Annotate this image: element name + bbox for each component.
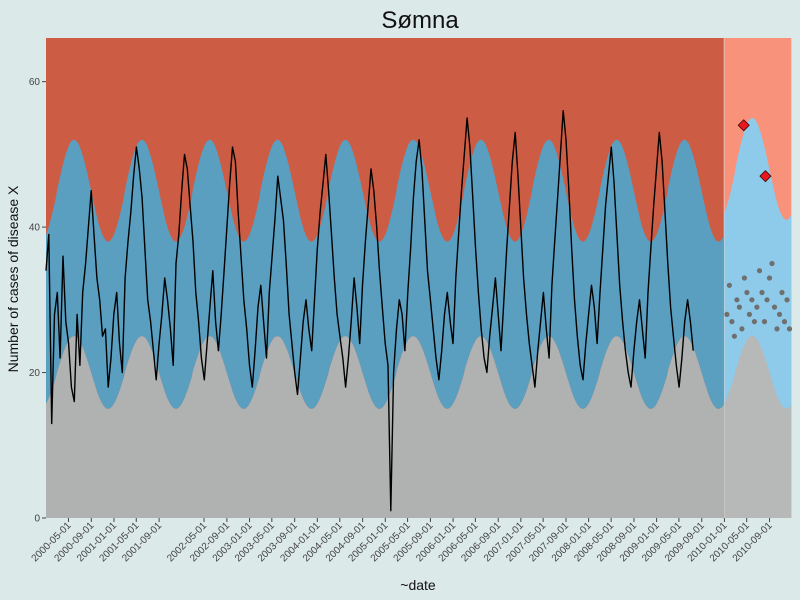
baseline-point — [749, 297, 755, 303]
y-tick-label: 60 — [29, 77, 41, 88]
chart-title: Sømna — [381, 7, 459, 34]
baseline-point — [731, 333, 738, 339]
baseline-point — [759, 289, 765, 296]
baseline-point — [771, 304, 778, 310]
baseline-point — [739, 326, 745, 332]
baseline-point — [756, 268, 763, 274]
baseline-point — [724, 311, 730, 317]
baseline-point — [774, 326, 780, 332]
baseline-point — [734, 297, 740, 303]
y-tick-label: 40 — [29, 223, 41, 234]
baseline-point — [786, 326, 793, 332]
y-tick-label: 20 — [29, 368, 41, 379]
baseline-point — [784, 297, 790, 303]
baseline-point — [746, 311, 753, 317]
band-low-historical — [46, 336, 724, 518]
baseline-point — [744, 289, 750, 296]
baseline-point — [779, 289, 785, 296]
y-tick-label: 0 — [34, 514, 40, 525]
baseline-point — [781, 319, 788, 325]
baseline-point — [736, 304, 743, 310]
band-low-forecast — [724, 336, 792, 518]
x-axis: 2000-05-012000-09-012001-01-012001-05-01… — [30, 518, 775, 564]
baseline-point — [729, 319, 735, 325]
x-axis-title: ~date — [400, 577, 436, 593]
baseline-point — [754, 304, 760, 310]
baseline-point — [769, 260, 775, 267]
band-normal-historical — [46, 139, 724, 409]
baseline-point — [766, 275, 773, 281]
alert-marker — [759, 170, 772, 183]
series-line — [45, 109, 694, 512]
y-axis: 0 20 40 60 — [29, 77, 46, 525]
baseline-point — [726, 282, 733, 288]
band-normal-forecast — [724, 118, 792, 409]
alert-marker — [737, 119, 750, 132]
baseline-point — [751, 319, 758, 325]
baseline-point — [764, 297, 770, 303]
plot-area — [45, 38, 793, 518]
baseline-point — [741, 275, 748, 281]
baseline-point — [761, 319, 768, 325]
y-axis-title: Number of cases of disease X — [5, 185, 21, 372]
baseline-point — [776, 311, 783, 317]
